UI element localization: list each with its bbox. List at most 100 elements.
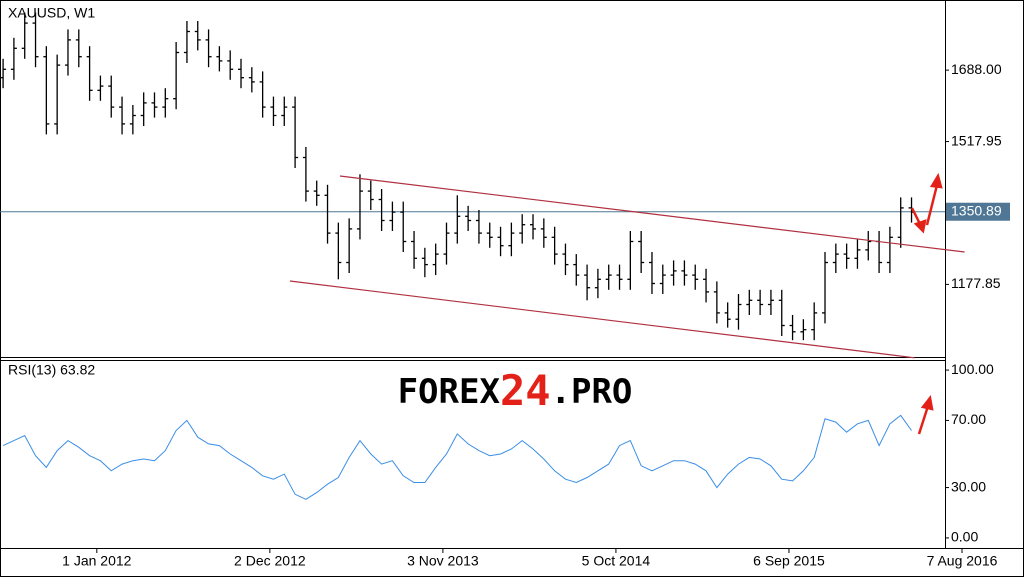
ohlc-bar xyxy=(162,88,169,118)
ohlc-bar xyxy=(605,264,612,290)
ohlc-bar xyxy=(335,222,342,280)
ohlc-bar xyxy=(757,289,764,315)
ohlc-bar xyxy=(64,29,71,76)
ohlc-bar xyxy=(681,260,688,286)
ohlc-bar xyxy=(562,243,569,276)
ohlc-bar xyxy=(97,75,104,101)
ohlc-bar xyxy=(627,231,634,290)
ohlc-bar xyxy=(10,37,17,80)
ohlc-bar xyxy=(692,264,699,290)
ohlc-bar xyxy=(86,46,93,101)
ohlc-bar xyxy=(822,252,829,324)
ohlc-bar xyxy=(897,197,904,248)
ohlc-bar xyxy=(227,50,234,80)
ohlc-bar xyxy=(832,243,839,273)
ohlc-bar xyxy=(735,294,742,330)
ohlc-bar xyxy=(670,260,677,286)
ohlc-bar xyxy=(421,247,428,278)
ohlc-bar xyxy=(281,96,288,126)
y-tick-label: 1517.95 xyxy=(951,132,1002,148)
x-tick-label: 1 Jan 2012 xyxy=(62,553,131,569)
ohlc-bar xyxy=(140,92,147,126)
ohlc-bar xyxy=(594,268,601,299)
ohlc-bar xyxy=(713,281,720,324)
ohlc-bar xyxy=(648,252,655,294)
ohlc-bar xyxy=(854,239,861,269)
x-tick-label: 5 Oct 2014 xyxy=(582,553,651,569)
ohlc-bar xyxy=(21,12,28,59)
plot-layer: 1177.85 1517.95 1688.00 0.00 30.00 70.00 100.0… xyxy=(0,12,1010,569)
ohlc-bar xyxy=(811,302,818,341)
ohlc-bar xyxy=(497,226,504,257)
ohlc-bar xyxy=(292,96,299,168)
ohlc-bar xyxy=(843,243,850,269)
ohlc-bar xyxy=(486,222,493,248)
ohlc-bar xyxy=(865,231,872,261)
ohlc-bar xyxy=(638,231,645,273)
ohlc-bar xyxy=(400,201,407,252)
ohlc-bar xyxy=(108,75,115,118)
ohlc-bar xyxy=(508,222,515,257)
ohlc-bar xyxy=(432,243,439,276)
current-price-label: 1350.89 xyxy=(951,202,1002,218)
arrow-head xyxy=(920,395,934,411)
ohlc-bar xyxy=(173,42,180,110)
ohlc-bar xyxy=(129,105,136,135)
ohlc-bar xyxy=(454,195,461,244)
ohlc-bar xyxy=(659,264,666,294)
arrow-head xyxy=(929,172,943,189)
ohlc-bar xyxy=(616,264,623,290)
ohlc-bar xyxy=(75,29,82,68)
ohlc-bar xyxy=(551,226,558,265)
x-tick-label: 7 Aug 2016 xyxy=(927,553,998,569)
ohlc-bar xyxy=(724,302,731,328)
trend-line xyxy=(339,175,965,253)
rsi-line xyxy=(2,414,912,500)
y-tick-label: 70.00 xyxy=(951,411,986,427)
y-tick-label: 0.00 xyxy=(951,529,978,545)
ohlc-bar xyxy=(475,210,482,244)
ohlc-bar xyxy=(767,289,774,315)
ohlc-bar xyxy=(43,46,50,135)
ohlc-bar xyxy=(216,46,223,72)
y-tick-label: 30.00 xyxy=(951,478,986,494)
y-tick-label: 1688.00 xyxy=(951,61,1002,77)
indicator-title: RSI(13) 63.82 xyxy=(8,362,95,378)
ohlc-bar xyxy=(119,96,126,135)
ohlc-bar xyxy=(789,315,796,341)
ohlc-bar xyxy=(519,214,526,244)
ohlc-bar xyxy=(443,222,450,265)
ohlc-bar xyxy=(378,189,385,231)
ohlc-bar xyxy=(194,21,201,51)
ohlc-bar xyxy=(540,218,547,248)
y-tick-label: 1177.85 xyxy=(951,275,1001,291)
ohlc-bar xyxy=(530,214,537,240)
ohlc-bar xyxy=(205,29,212,68)
ohlc-bar xyxy=(389,201,396,231)
arrow xyxy=(925,184,939,226)
ohlc-bar xyxy=(346,218,353,273)
ohlc-bar xyxy=(367,180,374,210)
watermark: FOREX24.PRO xyxy=(398,366,633,415)
annotation-arrows xyxy=(910,172,943,435)
x-tick-label: 2 Dec 2012 xyxy=(234,553,306,569)
ohlc-bar xyxy=(0,58,7,89)
chart-title: XAUUSD, W1 xyxy=(8,5,95,21)
ohlc-bar xyxy=(54,54,61,135)
current-price-box xyxy=(946,202,1010,221)
ohlc-bar xyxy=(248,67,255,93)
ohlc-bar xyxy=(465,205,472,231)
ohlc-bar xyxy=(32,12,39,68)
ohlc-bar xyxy=(151,92,158,118)
ohlc-bar xyxy=(584,264,591,301)
y-tick-label: 100.00 xyxy=(951,361,994,377)
arrow xyxy=(917,405,930,435)
ohlc-bar xyxy=(703,268,710,303)
watermark-part: FOREX xyxy=(398,372,501,412)
ohlc-bar xyxy=(324,184,331,244)
ohlc-bar xyxy=(238,58,245,89)
ohlc-bar xyxy=(886,226,893,273)
ohlc-bar xyxy=(313,180,320,206)
